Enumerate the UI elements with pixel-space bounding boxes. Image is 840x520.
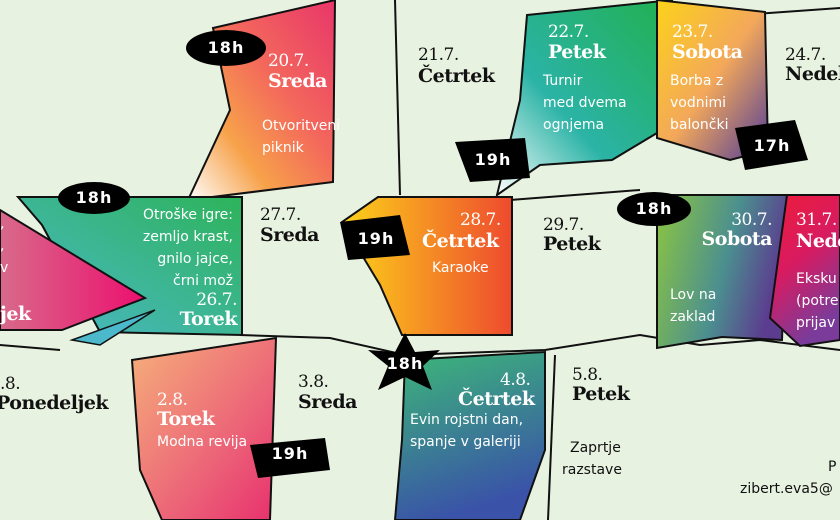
day-30-7: Sobota xyxy=(701,228,773,250)
event-line: balončki xyxy=(670,117,729,133)
day-27-7: Sreda xyxy=(260,224,319,246)
day-25-7: jek xyxy=(0,303,31,325)
shape-4-8 xyxy=(393,350,546,520)
event-22-7: Turnir med dvema ognjema xyxy=(543,70,627,136)
shape-2-8 xyxy=(130,336,278,520)
event-line: v xyxy=(0,260,9,276)
shape-31-7 xyxy=(768,194,840,348)
day-3-8: Sreda xyxy=(298,391,357,413)
date-28-7: 28.7. xyxy=(460,210,501,230)
badge-30-7-bg xyxy=(617,192,691,226)
event-line: Lov na xyxy=(670,287,717,303)
event-25-7: ,, v xyxy=(0,213,8,279)
event-4-8: Evin rojstni dan, spanje v galeriji xyxy=(410,409,523,453)
event-30-7: Lov na zaklad xyxy=(670,284,716,328)
day-22-7: Petek xyxy=(548,41,606,63)
day-2-8: Torek xyxy=(157,408,215,430)
date-20-7: 20.7. xyxy=(268,51,309,71)
date-22-7: 22.7. xyxy=(548,22,589,42)
date-29-7: 29.7. xyxy=(543,215,584,235)
event-line: zaklad xyxy=(670,309,716,325)
day-26-7: Torek xyxy=(179,308,238,330)
badge-26-7-bg xyxy=(58,182,130,214)
event-line: ognjema xyxy=(543,117,605,133)
shape-30-7 xyxy=(656,194,789,350)
event-line: prijav xyxy=(796,315,836,331)
day-20-7: Sreda xyxy=(268,70,327,92)
time-badge-26-7: 18h xyxy=(75,188,113,207)
badge-23-7-bg xyxy=(735,120,808,170)
date-5-8: 5.8. xyxy=(572,365,603,385)
event-line: Zaprtje xyxy=(570,440,621,456)
badge-22-7-bg xyxy=(455,138,530,182)
event-line: (potre xyxy=(796,293,839,309)
event-20-7: Otvoritveni piknik xyxy=(262,115,340,159)
time-badge-2-8: 19h xyxy=(271,444,309,463)
date-21-7: 21.7. xyxy=(418,45,459,65)
day-28-7: Četrtek xyxy=(422,230,499,252)
day-21-7: Četrtek xyxy=(418,65,495,87)
event-line: Borba z xyxy=(670,73,724,89)
badge-28-7-bg xyxy=(340,215,410,260)
day-29-7: Petek xyxy=(543,233,601,255)
event-28-7: Karaoke xyxy=(432,260,489,276)
date-31-7: 31.7. xyxy=(796,210,837,230)
event-line: Turnir xyxy=(543,73,583,89)
date-4-8: 4.8. xyxy=(500,370,531,390)
event-line: razstave xyxy=(562,462,622,478)
date-3-8: 3.8. xyxy=(298,372,329,392)
event-23-7: Borba z vodnimi balončki xyxy=(670,70,729,136)
event-line: piknik xyxy=(262,140,304,156)
badge-2-8-bg xyxy=(250,438,330,478)
time-badge-22-7: 19h xyxy=(474,150,512,169)
badge-4-8-bg xyxy=(368,333,440,390)
time-badge-23-7: 17h xyxy=(753,136,791,155)
date-30-7: 30.7. xyxy=(731,210,772,230)
event-line: Otroške igre: xyxy=(142,207,233,223)
shape-25-7 xyxy=(0,208,148,331)
event-line: gnilo jajce, xyxy=(157,251,233,267)
date-26-7: 26.7. xyxy=(196,290,237,310)
contact-email[interactable]: zibert.eva5@ xyxy=(740,481,833,497)
time-badge-30-7: 18h xyxy=(635,199,673,218)
event-26-7: Otroške igre: zemljo krast, gnilo jajce, čr… xyxy=(143,204,233,292)
day-1-8: Ponedeljek xyxy=(0,392,109,414)
event-line: vodnimi xyxy=(670,95,727,111)
day-4-8: Četrtek xyxy=(458,388,535,410)
date-23-7: 23.7. xyxy=(672,22,713,42)
contact-label: P xyxy=(828,459,837,475)
event-31-7: Eksku (potre prijav xyxy=(796,268,838,334)
shape-26-7 xyxy=(15,196,243,337)
event-line: Evin rojstni dan, xyxy=(410,412,524,428)
badge-20-7-bg xyxy=(186,30,266,66)
event-line: med dvema xyxy=(543,95,627,111)
time-badge-28-7: 19h xyxy=(357,229,395,248)
event-2-8: Modna revija xyxy=(157,434,248,450)
date-24-7: 24.7. xyxy=(785,45,826,65)
date-27-7: 27.7. xyxy=(260,205,301,225)
day-5-8: Petek xyxy=(572,383,630,405)
event-line: črni mož xyxy=(173,273,233,289)
shape-triangles xyxy=(69,309,156,346)
event-line: , xyxy=(0,216,5,232)
time-badge-20-7: 18h xyxy=(207,38,245,57)
event-line: spanje v galeriji xyxy=(410,434,521,450)
day-24-7: Nedel xyxy=(785,63,840,85)
event-5-8: Zaprtje razstave xyxy=(562,437,622,481)
event-line: , xyxy=(0,238,5,254)
event-line: zemljo krast, xyxy=(142,229,233,245)
event-line: Eksku xyxy=(796,271,837,287)
event-line: Otvoritveni xyxy=(262,118,341,134)
shape-20-7 xyxy=(186,0,337,202)
date-1-8: .8. xyxy=(0,374,21,394)
day-31-7: Nede xyxy=(796,230,840,252)
time-badge-4-8: 18h xyxy=(386,354,424,373)
date-2-8: 2.8. xyxy=(157,390,188,410)
day-23-7: Sobota xyxy=(672,41,743,63)
